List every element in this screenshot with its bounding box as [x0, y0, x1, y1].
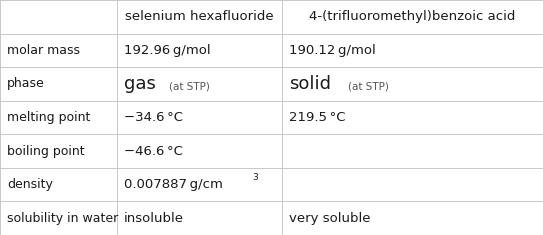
Text: 3: 3	[252, 173, 258, 182]
Text: solid: solid	[289, 75, 331, 93]
Text: boiling point: boiling point	[7, 145, 85, 158]
Text: density: density	[7, 178, 53, 191]
Text: insoluble: insoluble	[124, 212, 184, 225]
Text: (at STP): (at STP)	[169, 81, 210, 91]
Text: phase: phase	[7, 77, 45, 90]
Text: (at STP): (at STP)	[348, 81, 389, 91]
Text: 192.96 g/mol: 192.96 g/mol	[124, 44, 211, 57]
Text: selenium hexafluoride: selenium hexafluoride	[125, 10, 274, 23]
Text: melting point: melting point	[7, 111, 91, 124]
Text: very soluble: very soluble	[289, 212, 371, 225]
Text: molar mass: molar mass	[7, 44, 80, 57]
Text: −34.6 °C: −34.6 °C	[124, 111, 183, 124]
Text: solubility in water: solubility in water	[7, 212, 118, 225]
Text: 219.5 °C: 219.5 °C	[289, 111, 346, 124]
Text: 0.007887 g/cm: 0.007887 g/cm	[124, 178, 223, 191]
Text: −46.6 °C: −46.6 °C	[124, 145, 182, 158]
Text: gas: gas	[124, 75, 156, 93]
Text: 190.12 g/mol: 190.12 g/mol	[289, 44, 376, 57]
Text: 4-(trifluoromethyl)benzoic acid: 4-(trifluoromethyl)benzoic acid	[310, 10, 516, 23]
